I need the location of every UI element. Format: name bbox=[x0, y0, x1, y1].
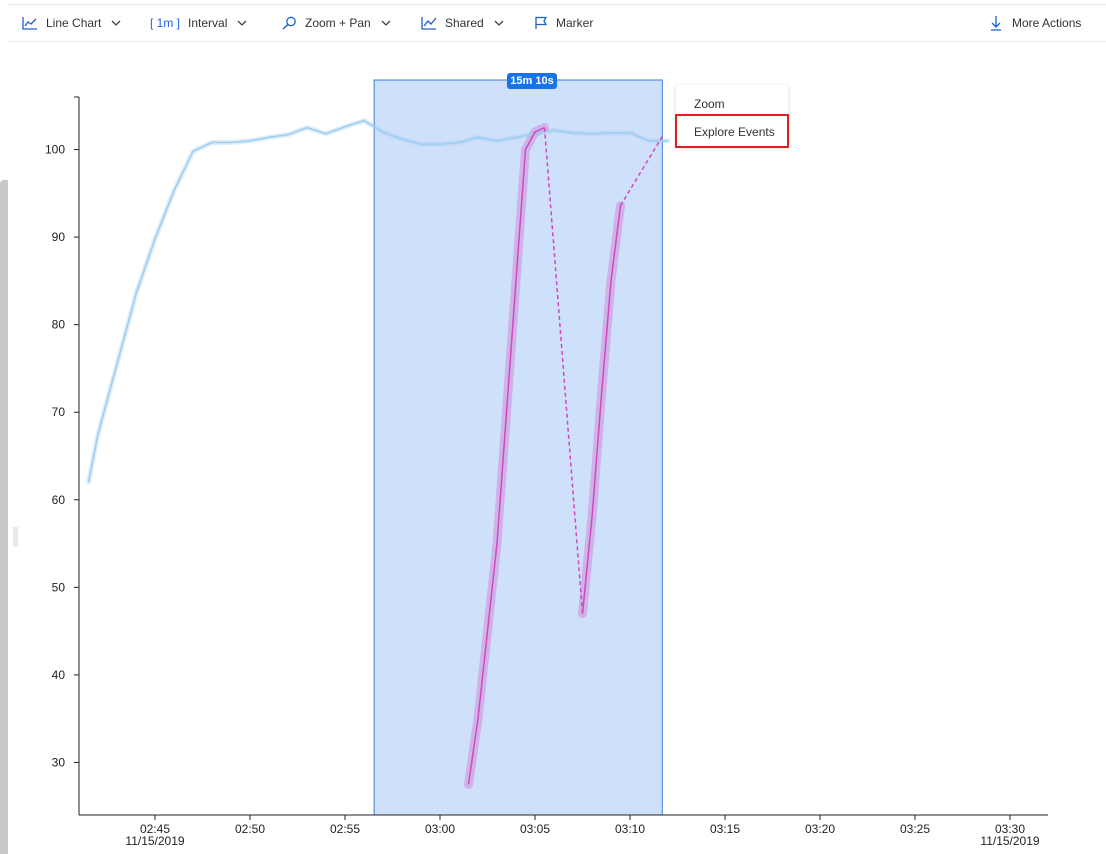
search-icon bbox=[281, 16, 297, 30]
context-menu: Zoom Explore Events bbox=[676, 85, 788, 147]
zoom-pan-dropdown[interactable]: Zoom + Pan bbox=[281, 5, 391, 41]
series-line-2 bbox=[543, 127, 584, 614]
interval-label: Interval bbox=[188, 16, 228, 30]
y-tick-label: 100 bbox=[45, 143, 65, 157]
x-date-label: 11/15/2019 bbox=[980, 834, 1039, 848]
chart-toolbar: Line Chart [ 1m ] Interval Zoom + Pan Sh… bbox=[8, 4, 1106, 42]
interval-dropdown[interactable]: [ 1m ] Interval bbox=[150, 5, 247, 41]
x-tick-label: 03:25 bbox=[900, 822, 930, 836]
chevron-down-icon bbox=[494, 20, 504, 26]
interval-value: [ 1m ] bbox=[150, 16, 181, 30]
y-tick-label: 30 bbox=[52, 755, 66, 769]
zoom-pan-label: Zoom + Pan bbox=[305, 16, 371, 30]
left-scrollbar[interactable] bbox=[0, 180, 8, 854]
more-actions-label: More Actions bbox=[1012, 16, 1082, 30]
series-line-0 bbox=[87, 119, 668, 483]
line-chart-icon bbox=[22, 16, 38, 30]
chart-type-dropdown[interactable]: Line Chart bbox=[22, 5, 121, 41]
chevron-down-icon bbox=[381, 20, 391, 26]
chevron-down-icon bbox=[111, 20, 121, 26]
marker-label: Marker bbox=[556, 16, 594, 30]
y-tick-label: 50 bbox=[52, 580, 66, 594]
y-tick-label: 60 bbox=[52, 493, 66, 507]
menu-item-zoom[interactable]: Zoom bbox=[694, 97, 725, 111]
more-actions-button[interactable]: More Actions bbox=[990, 5, 1081, 41]
x-tick-label: 03:10 bbox=[615, 822, 645, 836]
shared-dropdown[interactable]: Shared bbox=[421, 5, 504, 41]
selection-duration-badge: 15m 10s bbox=[507, 73, 557, 89]
y-tick-label: 70 bbox=[52, 405, 66, 419]
series-line-1 bbox=[467, 126, 545, 785]
chart-type-label: Line Chart bbox=[46, 16, 102, 30]
y-tick-label: 40 bbox=[52, 668, 66, 682]
panel-resize-handle[interactable] bbox=[13, 527, 18, 547]
x-tick-label: 03:20 bbox=[805, 822, 835, 836]
shared-chart-icon bbox=[421, 16, 437, 30]
x-tick-label: 02:50 bbox=[235, 822, 265, 836]
x-tick-label: 02:45 bbox=[140, 822, 170, 836]
x-tick-label: 03:15 bbox=[710, 822, 740, 836]
x-tick-label: 03:00 bbox=[425, 822, 455, 836]
x-tick-label: 03:05 bbox=[520, 822, 550, 836]
x-tick-label: 03:30 bbox=[995, 822, 1025, 836]
x-tick-label: 02:55 bbox=[330, 822, 360, 836]
flag-icon bbox=[534, 16, 548, 30]
menu-item-explore-events[interactable]: Explore Events bbox=[694, 125, 775, 139]
shared-label: Shared bbox=[445, 16, 484, 30]
marker-button[interactable]: Marker bbox=[534, 5, 593, 41]
y-tick-label: 80 bbox=[52, 318, 66, 332]
chevron-down-icon bbox=[237, 20, 247, 26]
download-icon bbox=[990, 15, 1002, 31]
x-date-label: 11/15/2019 bbox=[125, 834, 184, 848]
y-tick-label: 90 bbox=[52, 230, 66, 244]
selection-region[interactable] bbox=[373, 79, 663, 816]
